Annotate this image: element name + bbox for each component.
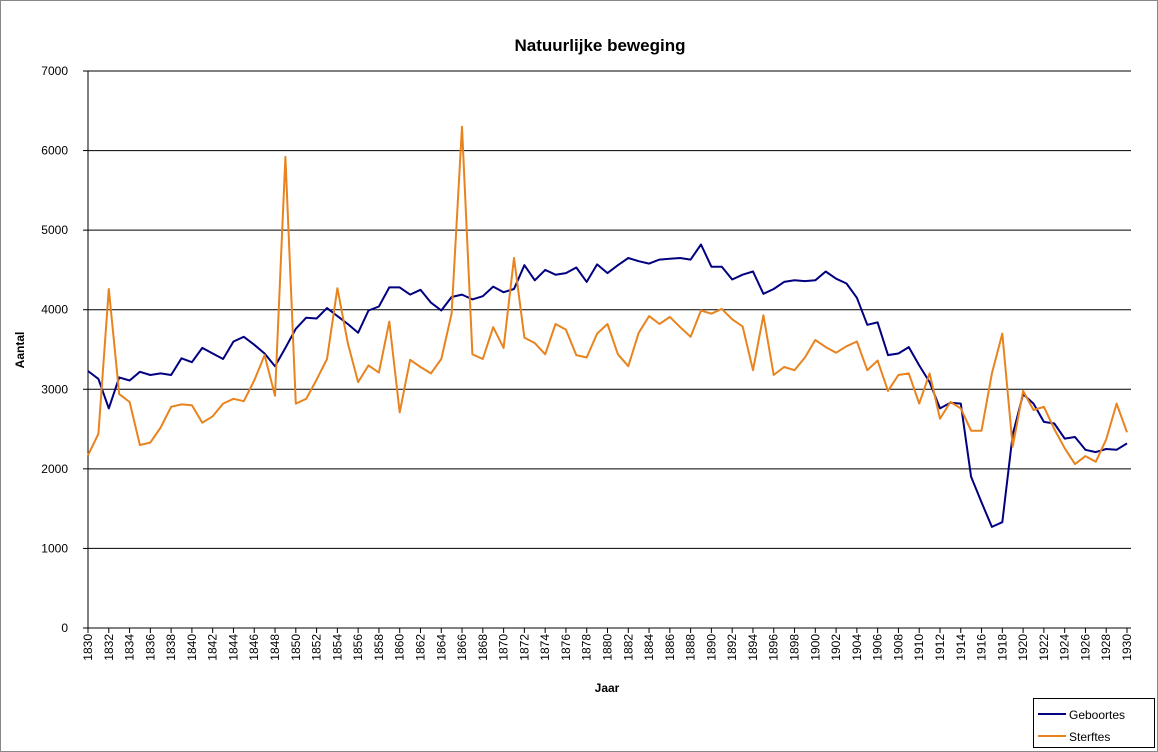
x-tick-label: 1848	[268, 634, 282, 661]
x-tick-label: 1894	[746, 634, 760, 661]
x-tick-label: 1930	[1120, 634, 1134, 661]
x-tick-label: 1874	[538, 634, 552, 661]
x-tick-label: 1918	[995, 634, 1009, 661]
x-tick-label: 1844	[226, 634, 240, 661]
y-tick-label: 0	[61, 621, 68, 635]
y-axis-label: Aantal	[13, 332, 27, 369]
legend-box	[1033, 698, 1155, 748]
x-tick-label: 1912	[933, 634, 947, 661]
x-tick-label: 1904	[850, 634, 864, 661]
x-tick-label: 1882	[621, 634, 635, 661]
x-tick-label: 1854	[330, 634, 344, 661]
x-tick-label: 1896	[767, 634, 781, 661]
x-tick-label: 1898	[788, 634, 802, 661]
x-tick-label: 1832	[102, 634, 116, 661]
x-tick-label: 1858	[372, 634, 386, 661]
x-tick-label: 1834	[123, 634, 137, 661]
x-tick-label: 1840	[185, 634, 199, 661]
x-tick-label: 1850	[289, 634, 303, 661]
x-tick-label: 1864	[434, 634, 448, 661]
x-tick-label: 1838	[164, 634, 178, 661]
x-tick-label: 1914	[954, 634, 968, 661]
y-tick-label: 3000	[41, 382, 68, 396]
x-tick-label: 1860	[393, 634, 407, 661]
x-tick-label: 1908	[891, 634, 905, 661]
y-tick-label: 4000	[41, 303, 68, 317]
x-tick-label: 1866	[455, 634, 469, 661]
series-line	[87, 125, 1128, 466]
x-tick-label: 1890	[704, 634, 718, 661]
x-tick-label: 1872	[517, 634, 531, 661]
legend-label: Sterftes	[1069, 730, 1110, 744]
x-tick-label: 1926	[1078, 634, 1092, 661]
x-tick-label: 1902	[829, 634, 843, 661]
x-tick-label: 1852	[310, 634, 324, 661]
legend-label: Geboortes	[1069, 708, 1125, 722]
x-tick-label: 1900	[808, 634, 822, 661]
y-tick-label: 6000	[41, 144, 68, 158]
x-tick-label: 1870	[497, 634, 511, 661]
x-tick-label: 1856	[351, 634, 365, 661]
y-tick-label: 2000	[41, 462, 68, 476]
x-tick-label: 1836	[143, 634, 157, 661]
x-tick-label: 1928	[1099, 634, 1113, 661]
x-tick-label: 1876	[559, 634, 573, 661]
x-tick-label: 1886	[663, 634, 677, 661]
x-tick-label: 1846	[247, 634, 261, 661]
x-tick-label: 1888	[684, 634, 698, 661]
x-tick-label: 1920	[1016, 634, 1030, 661]
x-tick-label: 1878	[580, 634, 594, 661]
y-tick-label: 7000	[41, 64, 68, 78]
x-tick-label: 1910	[912, 634, 926, 661]
x-tick-label: 1892	[725, 634, 739, 661]
x-tick-label: 1916	[975, 634, 989, 661]
x-tick-label: 1830	[81, 634, 95, 661]
y-tick-label: 5000	[41, 223, 68, 237]
x-tick-label: 1884	[642, 634, 656, 661]
x-tick-label: 1862	[413, 634, 427, 661]
x-tick-label: 1906	[871, 634, 885, 661]
y-tick-label: 1000	[41, 541, 68, 555]
chart-title: Natuurlijke beweging	[515, 36, 686, 55]
x-tick-label: 1880	[601, 634, 615, 661]
x-tick-label: 1868	[476, 634, 490, 661]
x-axis-label: Jaar	[595, 681, 620, 695]
x-tick-label: 1842	[206, 634, 220, 661]
x-tick-label: 1924	[1058, 634, 1072, 661]
x-tick-label: 1922	[1037, 634, 1051, 661]
